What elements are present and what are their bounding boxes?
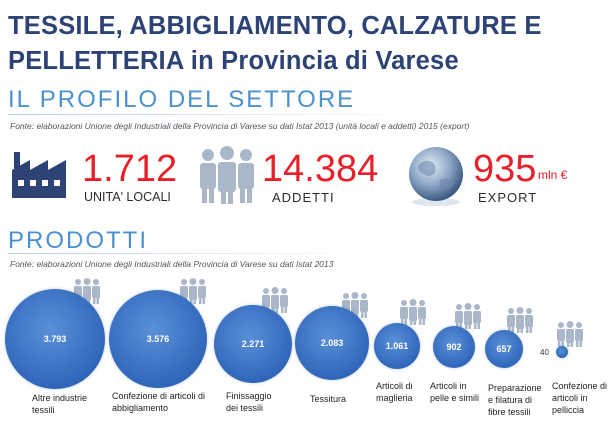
product-circle: 3.576 bbox=[109, 290, 207, 388]
stat-unita-value: 1.712 bbox=[82, 148, 178, 190]
product-circle: 1.061 bbox=[374, 323, 420, 369]
profile-rule bbox=[8, 114, 428, 115]
people-icon bbox=[200, 146, 254, 204]
products-rule bbox=[8, 253, 368, 254]
people-small-icon bbox=[342, 292, 368, 318]
stat-addetti-value: 14.384 bbox=[262, 148, 379, 190]
product-circle: 2.271 bbox=[214, 305, 292, 383]
globe-icon bbox=[409, 147, 463, 206]
product-value: 2.271 bbox=[241, 339, 265, 349]
stat-addetti-label: ADDETTI bbox=[272, 190, 335, 205]
product-label: Tessitura bbox=[310, 394, 347, 404]
people-small-icon bbox=[557, 321, 583, 347]
product-value: 2.083 bbox=[320, 338, 344, 348]
product-label: Finissaggio dei tessili bbox=[226, 391, 272, 413]
factory-icon bbox=[12, 152, 66, 198]
product-circle: 3.793 bbox=[5, 289, 105, 389]
product-label: Confezione di articoli di abbigliamento bbox=[112, 391, 206, 413]
products-heading: PRODOTTI bbox=[8, 227, 148, 254]
product-label: Articoli di maglieria bbox=[376, 381, 413, 403]
product-label: Altre industrie tessili bbox=[32, 393, 88, 415]
product-value: 657 bbox=[496, 344, 512, 354]
product-value: 902 bbox=[446, 342, 462, 352]
people-small-icon bbox=[455, 303, 481, 329]
product-value-small: 40 bbox=[540, 348, 549, 357]
stat-unita-label: UNITA' LOCALI bbox=[84, 190, 171, 204]
title-line-1: TESSILE, ABBIGLIAMENTO, CALZATURE E bbox=[8, 12, 542, 40]
product-circle: 657 bbox=[485, 330, 523, 368]
people-small-icon bbox=[400, 299, 426, 325]
profile-heading: IL PROFILO DEL SETTORE bbox=[8, 86, 356, 113]
product-circle: 902 bbox=[433, 326, 475, 368]
products-source: Fonte: elaborazioni Unione degli Industr… bbox=[10, 259, 334, 269]
product-value: 3.576 bbox=[146, 334, 170, 344]
product-value: 1.061 bbox=[385, 341, 409, 351]
stat-export-unit: mln € bbox=[538, 168, 568, 182]
people-small-icon bbox=[507, 307, 533, 333]
stat-export-label: EXPORT bbox=[478, 190, 538, 205]
product-circle bbox=[556, 346, 568, 358]
profile-source: Fonte: elaborazioni Unione degli Industr… bbox=[10, 121, 470, 131]
title-line-2: PELLETTERIA in Provincia di Varese bbox=[8, 47, 459, 75]
product-circle: 2.083 bbox=[295, 306, 369, 380]
stat-export-value: 935 bbox=[473, 148, 537, 190]
product-label: Confezione di articoli in pelliccia bbox=[552, 381, 608, 415]
product-value: 3.793 bbox=[43, 334, 67, 344]
product-label: Articoli in pelle e simili bbox=[430, 381, 480, 403]
product-label: Preparazione e filatura di fibre tessili bbox=[488, 383, 542, 417]
